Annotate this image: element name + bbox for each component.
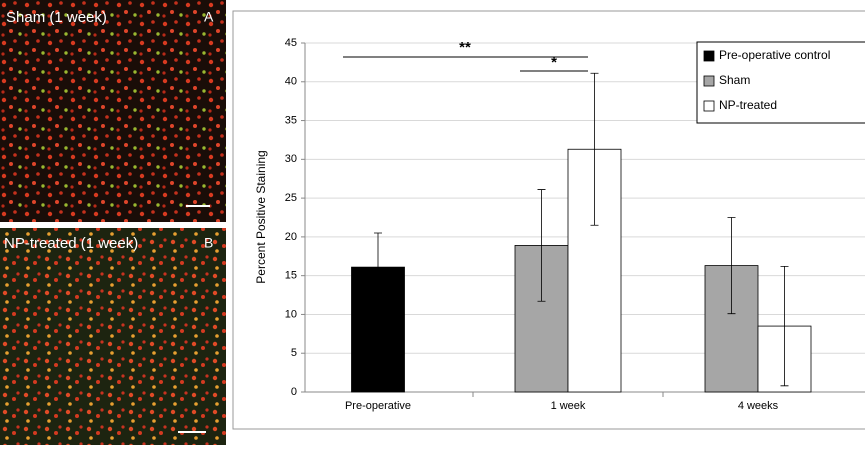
legend-swatch — [703, 50, 715, 62]
x-tick-label: Pre-operative — [345, 400, 411, 412]
legend-swatch — [703, 100, 715, 112]
y-tick-label: 5 — [291, 347, 297, 359]
panel-title: NP-treated (1 week) — [4, 235, 138, 252]
error-bar — [780, 265, 789, 387]
y-tick-label: 25 — [285, 192, 297, 204]
x-tick-label: 1 week — [551, 400, 586, 412]
error-bar — [374, 232, 382, 302]
y-tick-label: 0 — [291, 386, 297, 398]
panel-title: Sham (1 week) — [6, 9, 107, 26]
y-tick-label: 35 — [285, 114, 297, 126]
legend-label: Sham — [719, 73, 750, 87]
error-bar — [537, 189, 546, 302]
micrograph — [0, 0, 226, 222]
y-axis-label: Percent Positive Staining — [254, 150, 268, 283]
micrograph — [0, 228, 226, 445]
significance-label: ** — [459, 39, 471, 56]
legend-swatch — [703, 75, 715, 87]
significance-label: * — [551, 54, 557, 71]
y-tick-label: 10 — [285, 308, 297, 320]
panel-letter: B — [204, 235, 213, 251]
x-tick-label: 4 weeks — [738, 400, 779, 412]
y-tick-label: 30 — [285, 153, 297, 165]
legend-label: NP-treated — [719, 98, 777, 112]
error-bar — [727, 217, 736, 315]
y-tick-label: 45 — [285, 37, 297, 49]
legend-box — [696, 41, 865, 124]
error-bar — [590, 72, 599, 226]
y-tick-label: 40 — [285, 76, 297, 88]
legend-label: Pre-operative control — [719, 48, 830, 62]
panel-letter: A — [204, 9, 214, 25]
y-tick-label: 15 — [285, 270, 297, 282]
y-tick-label: 20 — [285, 231, 297, 243]
